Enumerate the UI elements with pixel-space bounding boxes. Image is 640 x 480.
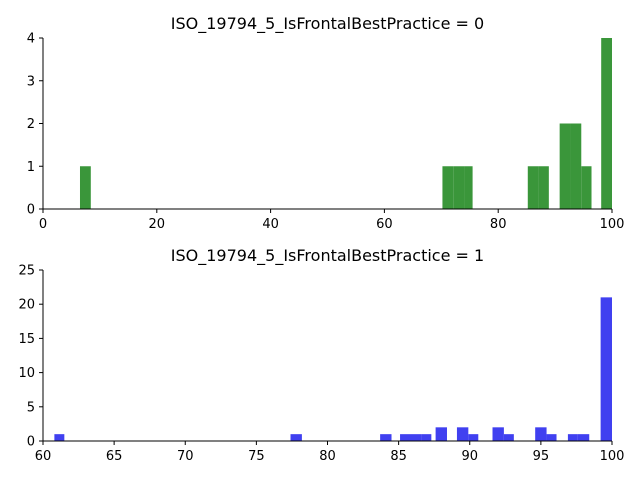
histogram-bar bbox=[567, 434, 578, 441]
histogram-bar bbox=[435, 427, 447, 441]
histogram-bar bbox=[581, 166, 592, 209]
x-tick-label: 75 bbox=[248, 449, 265, 464]
histogram-bar bbox=[54, 434, 65, 441]
histogram-bar bbox=[601, 38, 612, 209]
histogram-bar bbox=[600, 297, 612, 441]
histogram-bar bbox=[546, 434, 557, 441]
x-tick-label: 85 bbox=[390, 449, 407, 464]
y-tick-label: 0 bbox=[27, 203, 35, 218]
x-tick-label: 40 bbox=[262, 217, 279, 232]
y-tick-label: 0 bbox=[27, 435, 35, 450]
histogram-bar bbox=[535, 427, 547, 441]
histogram-bar bbox=[400, 434, 411, 441]
histogram-bar bbox=[468, 434, 479, 441]
histogram-bar bbox=[527, 166, 539, 209]
y-tick-label: 15 bbox=[18, 332, 35, 347]
x-tick-label: 95 bbox=[533, 449, 550, 464]
histogram-bar bbox=[421, 434, 432, 441]
y-tick-label: 4 bbox=[27, 32, 35, 47]
x-tick-label: 90 bbox=[461, 449, 478, 464]
chart-title: ISO_19794_5_IsFrontalBestPractice = 0 bbox=[171, 14, 484, 34]
histogram-panel-bottom: ISO_19794_5_IsFrontalBestPractice = 1 60 6… bbox=[18, 246, 624, 464]
x-tick-label: 80 bbox=[319, 449, 336, 464]
histogram-bar bbox=[79, 166, 91, 209]
histogram-bar bbox=[290, 434, 302, 441]
histogram-bar bbox=[577, 434, 590, 441]
histogram-bar bbox=[503, 434, 514, 441]
chart-title: ISO_19794_5_IsFrontalBestPractice = 1 bbox=[171, 246, 484, 266]
x-tick-label: 60 bbox=[376, 217, 393, 232]
y-tick-label: 3 bbox=[27, 74, 35, 89]
histogram-bar bbox=[492, 427, 504, 441]
histogram-bar bbox=[456, 427, 469, 441]
histogram-bar bbox=[538, 166, 549, 209]
y-tick-label: 10 bbox=[18, 366, 35, 381]
histogram-bar bbox=[442, 166, 454, 209]
x-tick-label: 20 bbox=[149, 217, 166, 232]
y-tick-label: 20 bbox=[18, 298, 35, 313]
x-tick-label: 100 bbox=[600, 217, 625, 232]
y-tick-label: 5 bbox=[27, 400, 35, 415]
x-tick-label: 80 bbox=[490, 217, 507, 232]
x-tick-label: 100 bbox=[600, 449, 625, 464]
histogram-panel-top: ISO_19794_5_IsFrontalBestPractice = 00 20… bbox=[27, 14, 625, 232]
x-tick-label: 60 bbox=[35, 449, 52, 464]
histogram-bar bbox=[464, 166, 473, 209]
y-tick-label: 25 bbox=[18, 264, 35, 279]
histogram-bar bbox=[559, 123, 571, 209]
x-tick-label: 65 bbox=[106, 449, 123, 464]
y-tick-label: 1 bbox=[27, 160, 35, 175]
y-tick-label: 2 bbox=[27, 117, 35, 132]
histogram-bar bbox=[453, 166, 465, 209]
histogram-bar bbox=[570, 123, 582, 209]
x-tick-label: 0 bbox=[39, 217, 47, 232]
histogram-bar bbox=[380, 434, 392, 441]
histogram-bar bbox=[410, 434, 422, 441]
x-tick-label: 70 bbox=[177, 449, 194, 464]
